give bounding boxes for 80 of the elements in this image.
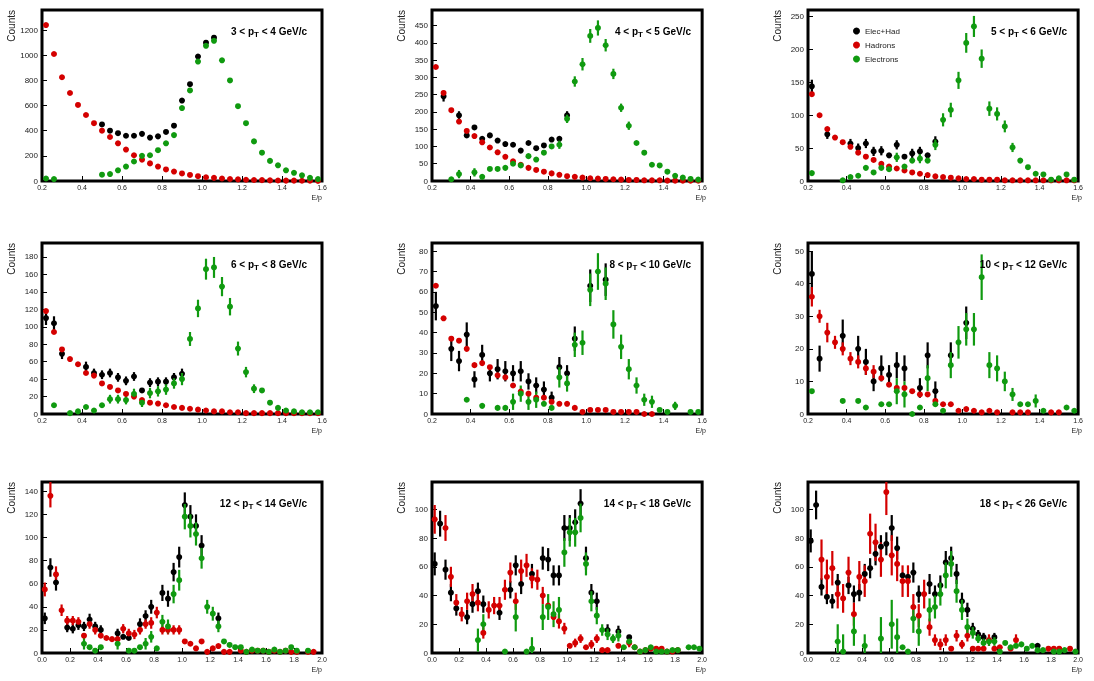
- y-tick-label: 150: [414, 124, 429, 134]
- y-tick-label: 300: [414, 72, 429, 82]
- y-tick-label: 120: [24, 304, 39, 314]
- y-tick-label: 40: [29, 374, 39, 384]
- y-tick-label: 60: [795, 562, 805, 572]
- y-tick-label: 30: [419, 348, 429, 358]
- y-axis-title: Counts: [771, 243, 783, 275]
- y-tick-label: 0: [33, 176, 39, 186]
- y-tick-label: 40: [419, 591, 429, 601]
- y-tick-label: 100: [24, 322, 39, 332]
- y-axis-title: Counts: [5, 10, 17, 42]
- y-tick-label: 140: [24, 287, 39, 297]
- y-tick-label: 180: [24, 252, 39, 262]
- y-tick-label: 250: [790, 12, 805, 22]
- y-tick-label: 350: [414, 55, 429, 65]
- y-tick-label: 40: [29, 602, 39, 612]
- y-tick-label: 20: [795, 619, 805, 629]
- y-axis-title: Counts: [395, 243, 407, 275]
- y-tick-label: 0: [33, 409, 39, 419]
- y-tick-label: 160: [24, 269, 39, 279]
- y-tick-label: 60: [29, 579, 39, 589]
- y-tick-label: 0: [423, 409, 429, 419]
- y-tick-label: 20: [419, 368, 429, 378]
- y-tick-label: 200: [414, 107, 429, 117]
- y-tick-label: 200: [24, 151, 39, 161]
- y-tick-label: 80: [795, 533, 805, 543]
- y-tick-label: 150: [790, 77, 805, 87]
- y-tick-label: 50: [795, 143, 805, 153]
- y-tick-label: 10: [795, 376, 805, 386]
- y-tick-label: 50: [419, 307, 429, 317]
- y-tick-label: 800: [24, 75, 39, 85]
- y-tick-label: 50: [795, 246, 805, 256]
- y-tick-label: 0: [423, 176, 429, 186]
- y-axis-title: Counts: [395, 482, 407, 514]
- legend-label: Electrons: [865, 54, 899, 64]
- y-tick-label: 70: [419, 267, 429, 276]
- y-tick-label: 450: [414, 21, 429, 31]
- y-tick-label: 100: [24, 532, 39, 542]
- y-axis-title: Counts: [5, 482, 17, 514]
- y-tick-label: 400: [414, 38, 429, 48]
- y-tick-label: 120: [24, 509, 39, 519]
- y-tick-label: 80: [419, 246, 429, 256]
- y-tick-label: 10: [419, 389, 429, 399]
- y-tick-label: 40: [795, 279, 805, 289]
- y-tick-label: 20: [419, 619, 429, 629]
- y-tick-label: 100: [414, 141, 429, 151]
- y-axis-title: Counts: [395, 10, 407, 42]
- legend-label: Hadrons: [865, 40, 896, 50]
- y-axis-title: Counts: [5, 243, 17, 275]
- y-tick-label: 200: [790, 44, 805, 54]
- y-tick-label: 1200: [20, 25, 39, 35]
- legend-label: Elec+Had: [865, 26, 900, 36]
- y-tick-label: 100: [790, 110, 805, 120]
- y-tick-label: 60: [419, 287, 429, 297]
- y-tick-label: 100: [790, 504, 805, 514]
- y-tick-label: 20: [29, 625, 39, 635]
- y-tick-label: 50: [419, 159, 429, 169]
- y-tick-label: 30: [795, 311, 805, 321]
- y-tick-label: 40: [419, 328, 429, 338]
- y-tick-label: 20: [29, 392, 39, 402]
- y-tick-label: 20: [795, 344, 805, 354]
- y-tick-label: 600: [24, 101, 39, 111]
- y-tick-label: 40: [795, 591, 805, 601]
- y-tick-label: 0: [33, 648, 39, 658]
- y-tick-label: 1000: [20, 50, 39, 60]
- y-tick-label: 100: [414, 504, 429, 514]
- y-tick-label: 250: [414, 90, 429, 100]
- y-tick-label: 400: [24, 126, 39, 136]
- y-tick-label: 80: [419, 533, 429, 543]
- y-tick-label: 80: [29, 339, 39, 349]
- y-tick-label: 0: [799, 176, 805, 186]
- y-tick-label: 60: [419, 562, 429, 572]
- y-tick-label: 0: [799, 409, 805, 419]
- y-axis-title: Counts: [771, 482, 783, 514]
- y-tick-label: 140: [24, 486, 39, 496]
- y-tick-label: 80: [29, 556, 39, 566]
- y-tick-label: 0: [423, 648, 429, 658]
- y-tick-label: 0: [799, 648, 805, 658]
- y-tick-label: 60: [29, 357, 39, 367]
- y-axis-title: Counts: [771, 10, 783, 42]
